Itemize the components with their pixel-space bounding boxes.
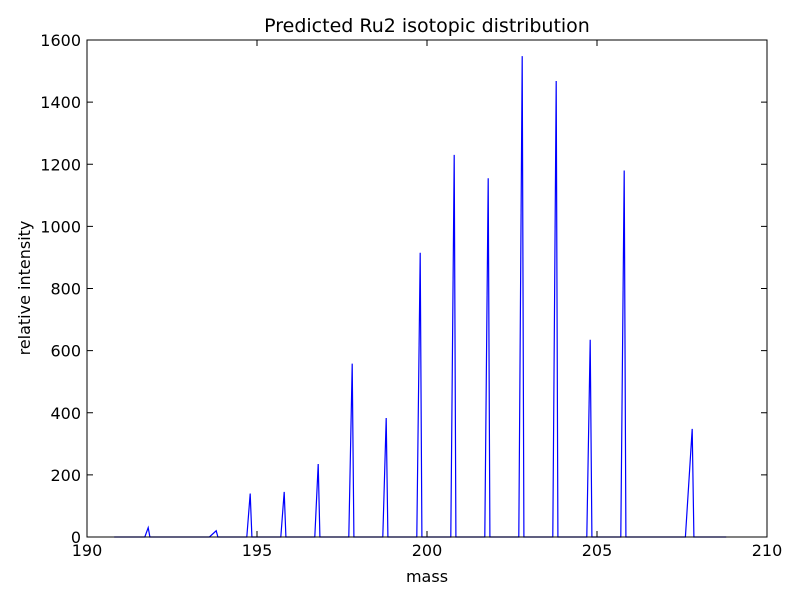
y-axis-label: relative intensity — [15, 221, 34, 356]
y-tick-label: 1200 — [40, 155, 81, 174]
y-tick-label: 800 — [50, 280, 81, 299]
y-tick-label: 400 — [50, 404, 81, 423]
x-tick-label: 190 — [72, 541, 103, 560]
y-tick-label: 1600 — [40, 31, 81, 50]
y-tick-label: 1000 — [40, 217, 81, 236]
series-line — [114, 56, 727, 538]
axis-ticks: 190 195 200 205 210 0 200 400 600 800 1000 1200 1400… — [40, 31, 782, 560]
y-tick-label: 600 — [50, 342, 81, 361]
x-tick-label: 210 — [752, 541, 783, 560]
x-axis-label: mass — [406, 567, 448, 586]
chart-title: Predicted Ru2 isotopic distribution — [264, 15, 590, 37]
plot-area — [114, 56, 727, 538]
x-tick-label: 200 — [412, 541, 443, 560]
y-tick-label: 1400 — [40, 93, 81, 112]
y-tick-label: 200 — [50, 466, 81, 485]
y-tick-label: 0 — [71, 528, 81, 547]
x-tick-label: 205 — [582, 541, 613, 560]
x-tick-label: 195 — [242, 541, 273, 560]
